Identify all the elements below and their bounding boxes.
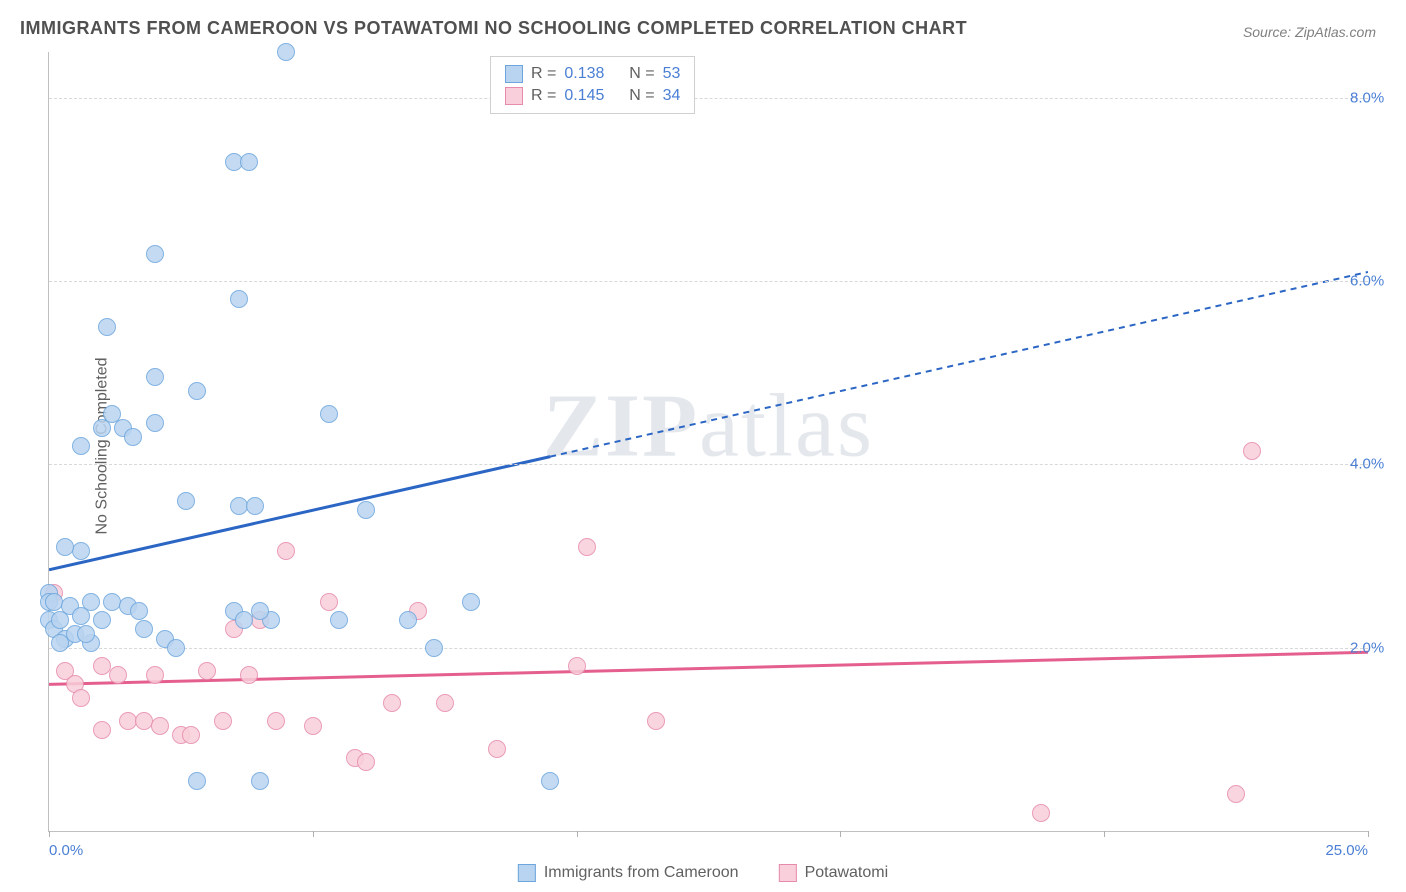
r-label: R =: [531, 87, 556, 105]
data-point-b: [277, 542, 295, 560]
data-point-b: [198, 662, 216, 680]
data-point-a: [188, 382, 206, 400]
data-point-a: [72, 542, 90, 560]
data-point-b: [214, 712, 232, 730]
data-point-a: [167, 639, 185, 657]
data-point-b: [151, 717, 169, 735]
n-value-a: 53: [663, 65, 681, 83]
data-point-a: [246, 497, 264, 515]
swatch-series-a-bottom: [518, 864, 536, 882]
data-point-a: [130, 602, 148, 620]
data-point-a: [124, 428, 142, 446]
bottom-legend-item-b: Potawatomi: [779, 864, 889, 882]
xtick-label: 25.0%: [1325, 842, 1368, 859]
data-point-a: [240, 153, 258, 171]
data-point-a: [188, 772, 206, 790]
r-label: R =: [531, 65, 556, 83]
bottom-legend-item-a: Immigrants from Cameroon: [518, 864, 739, 882]
data-point-a: [51, 634, 69, 652]
data-point-b: [93, 721, 111, 739]
data-point-b: [578, 538, 596, 556]
r-value-a: 0.138: [564, 65, 604, 83]
watermark-light: atlas: [699, 376, 874, 475]
data-point-a: [251, 772, 269, 790]
data-point-a: [77, 625, 95, 643]
swatch-series-a: [505, 65, 523, 83]
data-point-a: [56, 538, 74, 556]
r-value-b: 0.145: [564, 87, 604, 105]
data-point-a: [230, 290, 248, 308]
trend-line: [49, 457, 550, 570]
data-point-b: [72, 689, 90, 707]
gridline: [49, 648, 1368, 649]
data-point-b: [1032, 804, 1050, 822]
data-point-b: [146, 666, 164, 684]
legend-stats-row-a: R = 0.138 N = 53: [505, 63, 680, 85]
data-point-a: [135, 620, 153, 638]
swatch-series-b-bottom: [779, 864, 797, 882]
data-point-a: [98, 318, 116, 336]
data-point-b: [357, 753, 375, 771]
data-point-a: [399, 611, 417, 629]
series-a-label: Immigrants from Cameroon: [544, 864, 739, 882]
data-point-a: [320, 405, 338, 423]
xtick: [1368, 831, 1369, 837]
bottom-legend: Immigrants from Cameroon Potawatomi: [518, 864, 888, 882]
source-label: Source: ZipAtlas.com: [1243, 24, 1376, 40]
data-point-a: [103, 405, 121, 423]
xtick: [577, 831, 578, 837]
data-point-a: [177, 492, 195, 510]
data-point-b: [267, 712, 285, 730]
swatch-series-b: [505, 87, 523, 105]
xtick: [1104, 831, 1105, 837]
legend-stats-box: R = 0.138 N = 53 R = 0.145 N = 34: [490, 56, 695, 114]
data-point-a: [82, 593, 100, 611]
n-label: N =: [629, 87, 654, 105]
ytick-label: 2.0%: [1350, 639, 1406, 656]
data-point-a: [541, 772, 559, 790]
n-value-b: 34: [663, 87, 681, 105]
xtick-label: 0.0%: [49, 842, 83, 859]
data-point-a: [146, 368, 164, 386]
data-point-b: [488, 740, 506, 758]
data-point-a: [146, 245, 164, 263]
series-b-label: Potawatomi: [805, 864, 889, 882]
data-point-b: [304, 717, 322, 735]
data-point-a: [251, 602, 269, 620]
trend-line: [550, 272, 1368, 457]
data-point-b: [1227, 785, 1245, 803]
data-point-a: [72, 437, 90, 455]
data-point-b: [240, 666, 258, 684]
legend-stats-row-b: R = 0.145 N = 34: [505, 85, 680, 107]
n-label: N =: [629, 65, 654, 83]
data-point-b: [1243, 442, 1261, 460]
xtick: [313, 831, 314, 837]
data-point-b: [647, 712, 665, 730]
ytick-label: 8.0%: [1350, 89, 1406, 106]
xtick: [840, 831, 841, 837]
chart-plot-area: ZIPatlas 2.0%4.0%6.0%8.0%0.0%25.0%: [48, 52, 1368, 832]
data-point-b: [109, 666, 127, 684]
data-point-b: [436, 694, 454, 712]
data-point-a: [93, 611, 111, 629]
data-point-a: [330, 611, 348, 629]
watermark-bold: ZIP: [543, 376, 699, 475]
xtick: [49, 831, 50, 837]
gridline: [49, 98, 1368, 99]
ytick-label: 4.0%: [1350, 456, 1406, 473]
data-point-b: [383, 694, 401, 712]
data-point-a: [277, 43, 295, 61]
gridline: [49, 464, 1368, 465]
data-point-a: [357, 501, 375, 519]
data-point-a: [146, 414, 164, 432]
data-point-b: [568, 657, 586, 675]
watermark: ZIPatlas: [543, 374, 874, 477]
ytick-label: 6.0%: [1350, 273, 1406, 290]
data-point-b: [320, 593, 338, 611]
data-point-a: [462, 593, 480, 611]
data-point-a: [425, 639, 443, 657]
data-point-b: [182, 726, 200, 744]
gridline: [49, 281, 1368, 282]
chart-title: IMMIGRANTS FROM CAMEROON VS POTAWATOMI N…: [20, 18, 967, 39]
